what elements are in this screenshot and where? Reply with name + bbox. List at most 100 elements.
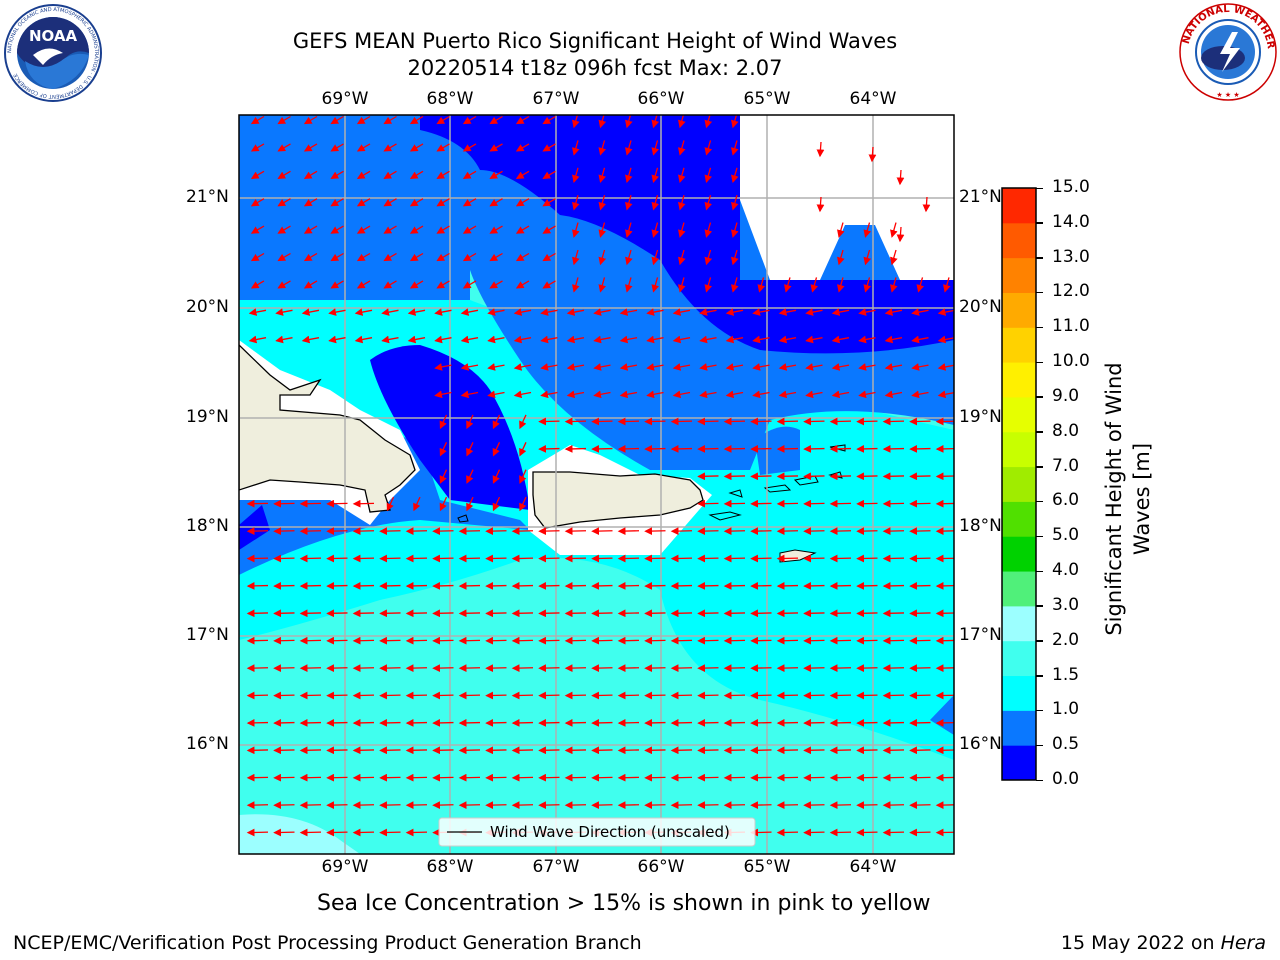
colorbar-tick-mark bbox=[1036, 500, 1043, 503]
wind-wave-arrow bbox=[572, 195, 580, 211]
wind-wave-arrow bbox=[723, 664, 746, 672]
wind-wave-arrow bbox=[619, 335, 638, 344]
wind-wave-arrow bbox=[277, 115, 291, 125]
wind-wave-arrow bbox=[672, 390, 691, 399]
wind-wave-arrow bbox=[672, 335, 691, 344]
wind-wave-arrow bbox=[937, 308, 954, 316]
wind-wave-arrow bbox=[856, 773, 878, 782]
wind-wave-arrow bbox=[803, 554, 825, 563]
wind-wave-arrow bbox=[625, 167, 633, 184]
colorbar-tick-mark bbox=[1036, 466, 1043, 468]
colorbar-tick-label: 7.0 bbox=[1052, 455, 1080, 476]
wind-wave-arrow bbox=[617, 417, 640, 426]
wind-wave-arrow bbox=[250, 170, 265, 179]
wind-wave-arrow bbox=[697, 801, 719, 809]
wind-wave-arrow bbox=[731, 167, 739, 184]
wind-wave-arrow bbox=[489, 115, 503, 125]
wind-wave-arrow bbox=[566, 390, 585, 399]
wind-wave-arrow bbox=[651, 140, 660, 156]
wind-wave-arrow bbox=[485, 554, 507, 563]
wind-wave-arrow bbox=[752, 308, 770, 316]
wind-wave-arrow bbox=[644, 718, 666, 727]
wind-wave-arrow bbox=[644, 554, 666, 563]
wind-wave-arrow bbox=[856, 664, 878, 672]
footer-right: 15 May 2022 on Hera bbox=[1061, 932, 1266, 954]
wind-wave-arrow bbox=[884, 390, 903, 399]
wind-wave-arrow bbox=[776, 746, 799, 755]
wind-wave-arrow bbox=[776, 664, 799, 672]
colorbar-tick-label: 3.0 bbox=[1052, 594, 1080, 615]
wind-wave-arrow bbox=[489, 280, 503, 289]
colorbar-tick-mark bbox=[1036, 570, 1043, 573]
wind-wave-arrow bbox=[591, 581, 613, 590]
wind-wave-arrow bbox=[776, 444, 799, 453]
wind-wave-arrow bbox=[909, 417, 931, 426]
vieques-land bbox=[708, 511, 742, 521]
wind-wave-arrow bbox=[352, 664, 375, 672]
wind-wave-arrow bbox=[379, 554, 401, 563]
wind-wave-arrow bbox=[542, 225, 556, 234]
wind-wave-arrow bbox=[909, 746, 931, 755]
wind-wave-arrow bbox=[379, 773, 401, 782]
wind-wave-arrow bbox=[750, 499, 772, 508]
wind-wave-arrow bbox=[882, 527, 905, 535]
lon-label-bottom-68w: 68°W bbox=[426, 857, 474, 877]
wind-wave-arrow bbox=[831, 335, 850, 344]
wind-wave-arrow bbox=[379, 609, 401, 618]
wind-wave-arrow bbox=[273, 499, 295, 508]
wind-wave-arrow bbox=[511, 609, 534, 618]
wind-wave-arrow bbox=[837, 277, 845, 293]
wind-wave-arrow bbox=[273, 554, 295, 563]
wind-wave-arrow bbox=[704, 249, 713, 266]
wind-wave-arrow bbox=[699, 390, 717, 399]
colorbar-tick-mark bbox=[1036, 291, 1043, 294]
wind-wave-arrow bbox=[405, 636, 428, 645]
wind-wave-arrow bbox=[458, 527, 481, 535]
wind-wave-arrow bbox=[356, 115, 371, 125]
wind-wave-arrow bbox=[352, 499, 375, 508]
wind-wave-arrow bbox=[909, 609, 931, 618]
wind-wave-arrow bbox=[538, 554, 560, 563]
wind-wave-arrow bbox=[246, 664, 269, 672]
wind-wave-arrow bbox=[750, 801, 772, 809]
wind-wave-arrow bbox=[882, 472, 905, 481]
wind-wave-arrow bbox=[784, 277, 792, 293]
wind-wave-arrow bbox=[572, 277, 580, 293]
colorbar-tick-label: 10.0 bbox=[1052, 351, 1090, 372]
wind-wave-arrow bbox=[379, 581, 401, 590]
wind-wave-arrow bbox=[829, 773, 852, 782]
wind-wave-arrow bbox=[670, 609, 693, 618]
wind-wave-arrow bbox=[462, 115, 477, 125]
wind-wave-arrow bbox=[352, 554, 375, 563]
wind-wave-arrow bbox=[617, 718, 640, 727]
wind-wave-arrow bbox=[856, 691, 878, 700]
wind-wave-arrow bbox=[803, 718, 825, 727]
wind-wave-arrow bbox=[882, 554, 905, 563]
wind-wave-arrow bbox=[882, 828, 905, 837]
wind-wave-arrow bbox=[405, 691, 428, 700]
wind-wave-arrow bbox=[651, 195, 660, 211]
wind-wave-arrow bbox=[460, 363, 479, 371]
wind-wave-arrow bbox=[776, 636, 799, 645]
wind-wave-arrow bbox=[803, 581, 825, 590]
wind-wave-arrow bbox=[379, 527, 401, 535]
wind-wave-arrow bbox=[856, 554, 878, 563]
wind-wave-arrow bbox=[538, 773, 560, 782]
lon-label-top-69w: 69°W bbox=[321, 89, 369, 109]
wind-wave-arrow bbox=[829, 828, 852, 837]
wind-wave-arrow bbox=[858, 308, 876, 316]
wind-wave-arrow bbox=[882, 636, 905, 645]
wind-wave-arrow bbox=[619, 390, 638, 399]
wind-wave-arrow bbox=[326, 527, 348, 535]
wind-wave-arrow bbox=[776, 581, 799, 590]
wind-wave-arrow bbox=[697, 773, 719, 782]
wind-wave-arrow bbox=[911, 335, 929, 344]
wind-wave-arrow bbox=[868, 146, 877, 163]
colorbar-tick-label: 5.0 bbox=[1052, 525, 1080, 546]
wind-wave-arrow bbox=[466, 496, 474, 512]
wind-wave-arrow bbox=[752, 363, 770, 371]
wind-wave-arrow bbox=[538, 444, 560, 453]
wind-wave-arrow bbox=[750, 417, 772, 426]
lat-label-left-17n: 17°N bbox=[186, 625, 229, 645]
wind-wave-arrow bbox=[407, 335, 426, 344]
